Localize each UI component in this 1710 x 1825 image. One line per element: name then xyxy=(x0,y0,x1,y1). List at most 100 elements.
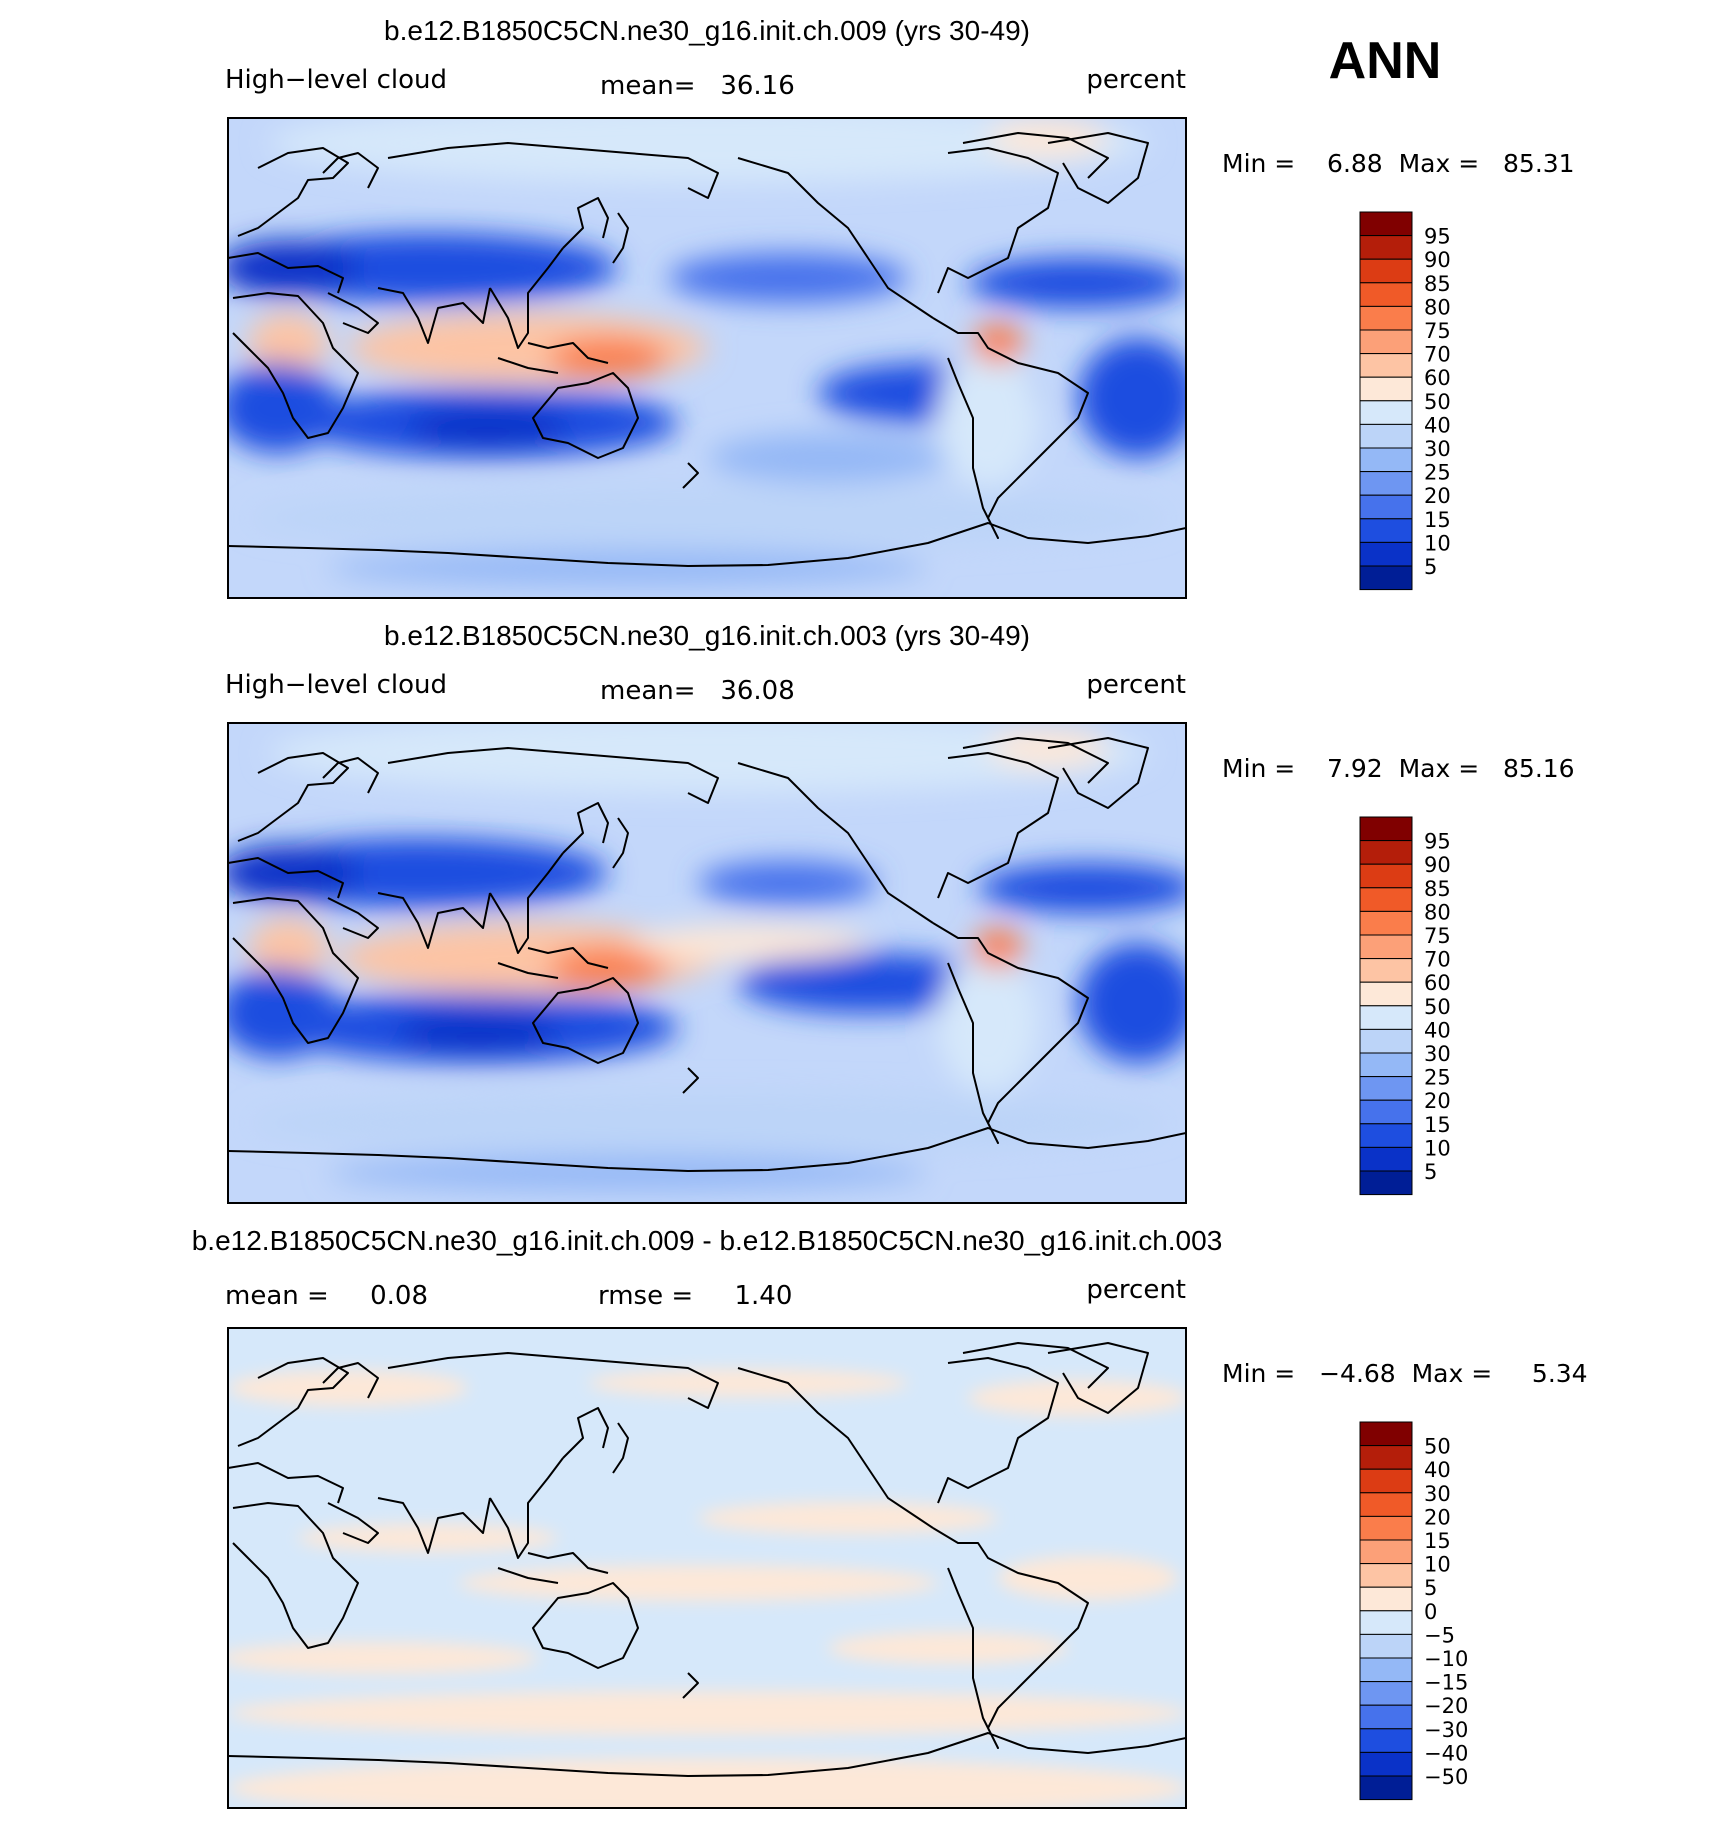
rmse-label: rmse = 1.40 xyxy=(598,1281,792,1311)
colorbar-swatch xyxy=(1359,1657,1413,1683)
colorbar-swatch xyxy=(1359,1563,1413,1588)
colorbar-swatch xyxy=(1359,1170,1413,1196)
min-max-label: Min = 7.92 Max = 85.16 xyxy=(1222,754,1575,783)
colorbar-level-label: 75 xyxy=(1424,924,1451,948)
colorbar-level-label: 30 xyxy=(1424,1042,1451,1066)
colorbar-level-label: −30 xyxy=(1424,1718,1468,1742)
map-frame xyxy=(227,117,1187,599)
colorbar-level-label: 75 xyxy=(1424,319,1451,343)
colorbar-level-label: 10 xyxy=(1424,1553,1451,1577)
colorbar-level-label: 40 xyxy=(1424,1018,1451,1042)
colorbar-swatch xyxy=(1359,376,1413,402)
map-frame xyxy=(227,722,1187,1204)
panel-title: b.e12.B1850C5CN.ne30_g16.init.ch.003 (yr… xyxy=(384,620,1030,651)
colorbar-level-label: 80 xyxy=(1424,295,1451,319)
colorbar-level-label: 15 xyxy=(1424,1529,1451,1553)
colorbar-level-label: 40 xyxy=(1424,413,1451,437)
colorbar-swatch xyxy=(1359,1421,1413,1447)
colorbar-swatch xyxy=(1359,1492,1413,1517)
min-max-label: Min = 6.88 Max = 85.31 xyxy=(1222,149,1575,178)
variable-label: High−level cloud xyxy=(225,670,447,700)
colorbar-level-label: 30 xyxy=(1424,1482,1451,1506)
colorbar-swatch xyxy=(1359,423,1413,449)
colorbar-level-label: 60 xyxy=(1424,366,1451,390)
colorbar-swatch xyxy=(1359,518,1413,543)
colorbar-swatch xyxy=(1359,1028,1413,1054)
map-panel-2 xyxy=(228,723,1186,1203)
colorbar-level-label: 25 xyxy=(1424,461,1451,485)
colorbar-swatch xyxy=(1359,353,1413,378)
colorbar-swatch xyxy=(1359,541,1413,567)
colorbar-level-label: 40 xyxy=(1424,1458,1451,1482)
colorbar-level-label: −10 xyxy=(1424,1647,1468,1671)
colorbar-level-label: 15 xyxy=(1424,1113,1451,1137)
variable-label: High−level cloud xyxy=(225,65,447,95)
colorbar-level-label: 50 xyxy=(1424,995,1451,1019)
mean-label: mean= 36.16 xyxy=(600,71,795,101)
colorbar-swatch xyxy=(1359,1099,1413,1125)
colorbar-swatch xyxy=(1359,981,1413,1007)
colorbar-swatch xyxy=(1359,910,1413,936)
colorbar-swatch xyxy=(1359,1610,1413,1635)
colorbar-swatch xyxy=(1359,1005,1413,1030)
panel-2: b.e12.B1850C5CN.ne30_g16.init.ch.003 (yr… xyxy=(225,620,1575,1204)
min-max-label: Min = −4.68 Max = 5.34 xyxy=(1222,1359,1588,1388)
units-label: percent xyxy=(1086,670,1186,700)
colorbar-level-label: 5 xyxy=(1424,1576,1437,1600)
colorbar-level-label: 95 xyxy=(1424,225,1451,249)
colorbar-swatch xyxy=(1359,282,1413,307)
colorbar-swatch xyxy=(1359,1052,1413,1078)
colorbar-level-label: 20 xyxy=(1424,484,1451,508)
colorbar-level-label: 50 xyxy=(1424,1435,1451,1459)
colorbar-swatch xyxy=(1359,211,1413,237)
colorbar-swatch xyxy=(1359,305,1413,331)
colorbar-level-label: 0 xyxy=(1424,1600,1437,1624)
mean-label: mean= 36.08 xyxy=(600,676,795,706)
colorbar-level-label: 10 xyxy=(1424,1136,1451,1160)
colorbar-swatch xyxy=(1359,816,1413,842)
colorbar-swatch xyxy=(1359,1468,1413,1494)
colorbar-level-label: 15 xyxy=(1424,508,1451,532)
colorbar-level-label: 90 xyxy=(1424,248,1451,272)
colorbar-swatch xyxy=(1359,1076,1413,1101)
units-label: percent xyxy=(1086,1275,1186,1305)
season-label: ANN xyxy=(1329,32,1442,90)
colorbar-swatch xyxy=(1359,400,1413,425)
colorbar-swatch xyxy=(1359,447,1413,473)
colorbar-level-label: 25 xyxy=(1424,1066,1451,1090)
colorbar-level-label: 85 xyxy=(1424,272,1451,296)
colorbar-level-label: −5 xyxy=(1424,1623,1455,1647)
colorbar-swatch xyxy=(1359,863,1413,889)
panel-title: b.e12.B1850C5CN.ne30_g16.init.ch.009 - b… xyxy=(192,1225,1223,1256)
colorbar-swatch xyxy=(1359,1146,1413,1172)
colorbar-swatch xyxy=(1359,1633,1413,1659)
units-label: percent xyxy=(1086,65,1186,95)
colorbar-level-label: 70 xyxy=(1424,343,1451,367)
mean-label: mean = 0.08 xyxy=(225,1281,428,1311)
colorbar-level-label: 5 xyxy=(1424,1160,1437,1184)
colorbar-level-label: −40 xyxy=(1424,1741,1468,1765)
colorbar-swatch xyxy=(1359,1445,1413,1470)
colorbar-level-label: 95 xyxy=(1424,830,1451,854)
colorbar-level-label: 80 xyxy=(1424,900,1451,924)
colorbar-swatch xyxy=(1359,1681,1413,1706)
colorbar-level-label: 90 xyxy=(1424,853,1451,877)
panel-3: b.e12.B1850C5CN.ne30_g16.init.ch.009 - b… xyxy=(192,1225,1588,1809)
colorbar-level-label: 60 xyxy=(1424,971,1451,995)
colorbar-level-label: 85 xyxy=(1424,877,1451,901)
colorbar-level-label: 70 xyxy=(1424,948,1451,972)
colorbar-swatch xyxy=(1359,840,1413,865)
colorbar-swatch xyxy=(1359,329,1413,355)
colorbar-swatch xyxy=(1359,934,1413,960)
colorbar-swatch xyxy=(1359,1704,1413,1730)
colorbar-swatch xyxy=(1359,1539,1413,1565)
colorbar-level-label: 20 xyxy=(1424,1505,1451,1529)
panel-title: b.e12.B1850C5CN.ne30_g16.init.ch.009 (yr… xyxy=(384,15,1030,46)
map-panel-1 xyxy=(228,118,1186,598)
colorbar-level-label: 20 xyxy=(1424,1089,1451,1113)
colorbar-swatch xyxy=(1359,235,1413,260)
